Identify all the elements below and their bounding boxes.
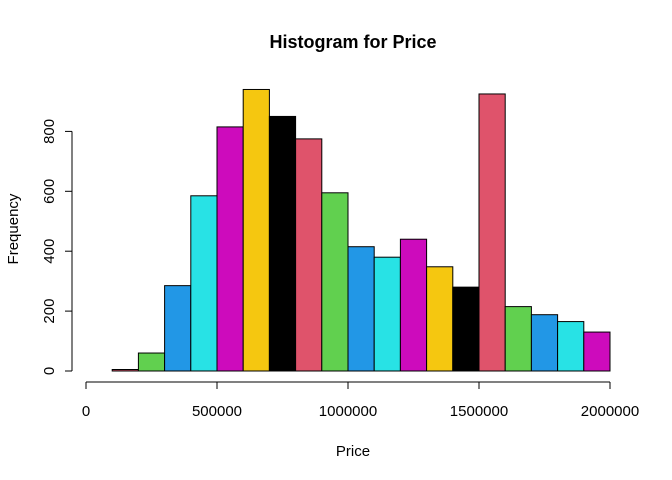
histogram-bar xyxy=(111,369,139,372)
x-tick-label: 2000000 xyxy=(581,403,639,420)
y-tick-label: 800 xyxy=(41,119,58,144)
x-axis: 0 500000 1000000 1500000 2000000 xyxy=(82,381,639,420)
histogram-bar xyxy=(373,256,401,372)
histogram-bar xyxy=(504,306,532,372)
histogram-bar xyxy=(347,246,375,372)
histogram-bar xyxy=(557,321,585,372)
x-axis-label: Price xyxy=(336,443,370,460)
y-tick-label: 0 xyxy=(41,367,58,375)
histogram-bar xyxy=(399,238,428,372)
chart-title: Histogram for Price xyxy=(269,32,436,52)
x-tick-label: 1000000 xyxy=(319,403,377,420)
histogram-bar xyxy=(321,192,349,372)
y-tick-label: 200 xyxy=(41,299,58,324)
histogram-bar xyxy=(242,88,270,372)
histogram-bar xyxy=(190,195,218,372)
histogram-bar xyxy=(268,115,297,372)
histogram-bar xyxy=(478,93,506,372)
histogram-bar xyxy=(164,285,192,372)
histogram-bar xyxy=(583,331,611,372)
histogram-bar xyxy=(295,138,323,372)
x-tick-label: 500000 xyxy=(192,403,242,420)
histogram-bar xyxy=(216,126,244,372)
histogram-bar xyxy=(137,352,166,372)
y-axis-label: Frequency xyxy=(5,193,22,264)
y-tick-label: 600 xyxy=(41,179,58,204)
bars-group xyxy=(111,88,611,372)
histogram-bar xyxy=(452,286,480,372)
x-tick-label: 1500000 xyxy=(450,403,508,420)
histogram-bar xyxy=(426,266,454,372)
y-tick-label: 400 xyxy=(41,239,58,264)
histogram-bar xyxy=(530,314,559,372)
y-axis: 0 200 400 600 800 xyxy=(41,119,73,375)
x-tick-label: 0 xyxy=(82,403,90,420)
